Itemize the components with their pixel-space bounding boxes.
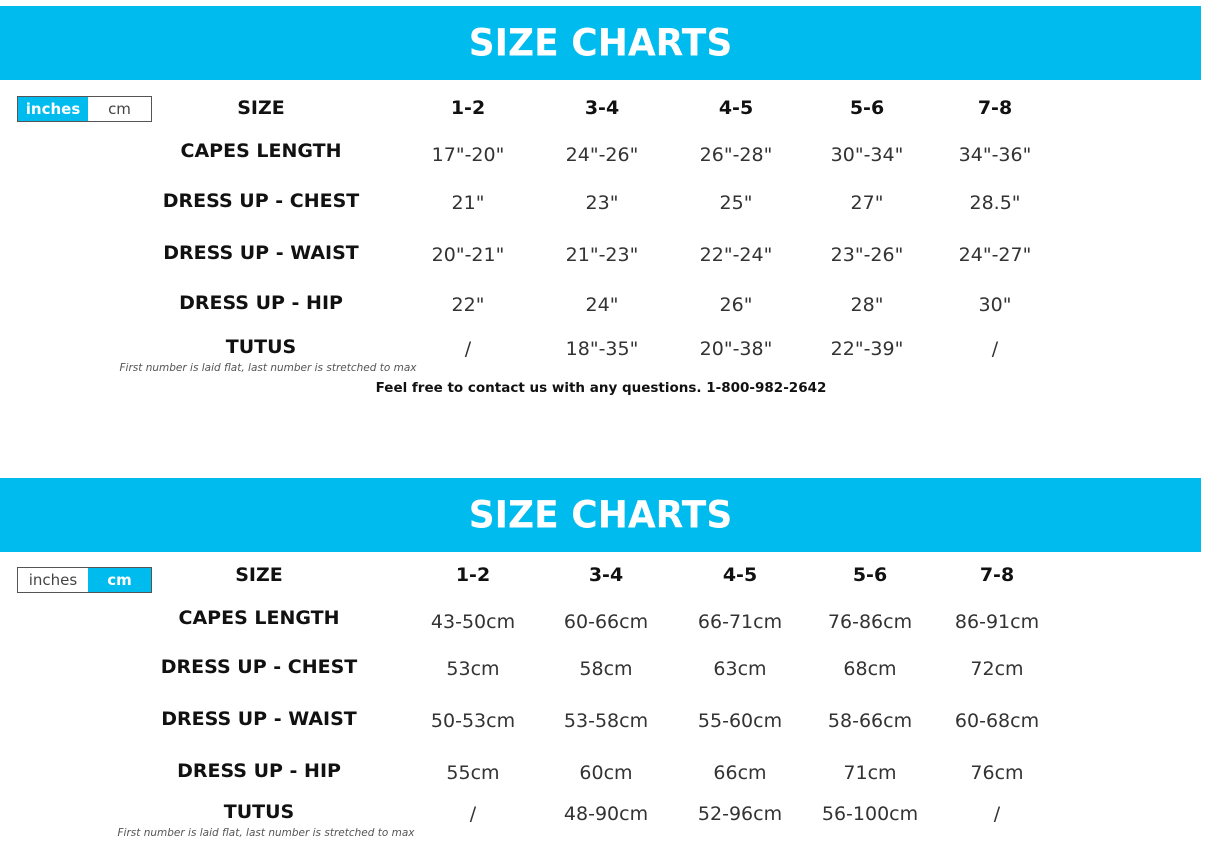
- table-cell: /: [469, 803, 477, 825]
- chart-title: SIZE CHARTS: [468, 21, 733, 65]
- toggle-cm-button[interactable]: cm: [108, 100, 131, 118]
- chart-title: SIZE CHARTS: [468, 493, 733, 537]
- table-cell: 50-53cm: [430, 710, 516, 732]
- table-cell: 18"-35": [565, 338, 639, 360]
- table-cell: 28.5": [969, 192, 1021, 214]
- table-cell: 60cm: [579, 762, 633, 784]
- size-column-header: 1-2: [450, 97, 486, 119]
- size-column-header: 7-8: [977, 97, 1013, 119]
- unit-toggle[interactable]: inches cm: [17, 567, 152, 593]
- table-cell: 30"-34": [830, 144, 904, 166]
- table-cell: 24": [585, 294, 619, 316]
- table-cell: 20"-38": [699, 338, 773, 360]
- size-column-header: 7-8: [979, 564, 1015, 586]
- row-label: CAPES LENGTH: [178, 607, 340, 629]
- table-cell: 66cm: [713, 762, 767, 784]
- size-column-header: 4-5: [722, 564, 758, 586]
- table-cell: 30": [978, 294, 1012, 316]
- row-label: TUTUS: [225, 336, 297, 358]
- measurement-note: First number is laid flat, last number i…: [117, 827, 415, 839]
- table-cell: 68cm: [843, 658, 897, 680]
- chart-banner: SIZE CHARTS: [0, 478, 1201, 552]
- table-cell: 86-91cm: [954, 611, 1040, 633]
- table-cell: 63cm: [713, 658, 767, 680]
- toggle-cm-button[interactable]: cm: [88, 568, 151, 592]
- size-column-header: 5-6: [852, 564, 888, 586]
- table-cell: 27": [850, 192, 884, 214]
- chart-banner: SIZE CHARTS: [0, 6, 1201, 80]
- size-column-header: 3-4: [588, 564, 624, 586]
- table-cell: 55cm: [446, 762, 500, 784]
- row-label: DRESS UP - CHEST: [162, 190, 360, 212]
- table-cell: 17"-20": [431, 144, 505, 166]
- row-label: DRESS UP - WAIST: [161, 708, 357, 730]
- unit-toggle[interactable]: inches cm: [17, 96, 152, 122]
- table-cell: 21": [451, 192, 485, 214]
- table-cell: 28": [850, 294, 884, 316]
- table-cell: 60-68cm: [954, 710, 1040, 732]
- table-cell: /: [991, 338, 999, 360]
- table-cell: /: [993, 803, 1001, 825]
- table-cell: 26": [719, 294, 753, 316]
- table-cell: 23": [585, 192, 619, 214]
- table-cell: 26"-28": [699, 144, 773, 166]
- table-cell: 53cm: [446, 658, 500, 680]
- table-cell: /: [464, 338, 472, 360]
- table-cell: 76-86cm: [827, 611, 913, 633]
- row-label: DRESS UP - HIP: [179, 292, 343, 314]
- size-column-header: 1-2: [455, 564, 491, 586]
- table-cell: 58-66cm: [827, 710, 913, 732]
- size-column-header: 3-4: [584, 97, 620, 119]
- toggle-inches-button[interactable]: inches: [18, 97, 88, 121]
- size-header: SIZE: [235, 564, 283, 586]
- table-cell: 20"-21": [431, 244, 505, 266]
- size-column-header: 4-5: [718, 97, 754, 119]
- table-cell: 71cm: [843, 762, 897, 784]
- table-cell: 52-96cm: [697, 803, 783, 825]
- table-cell: 22"-24": [699, 244, 773, 266]
- table-cell: 55-60cm: [697, 710, 783, 732]
- row-label: DRESS UP - CHEST: [160, 656, 358, 678]
- measurement-note: First number is laid flat, last number i…: [119, 362, 417, 374]
- row-label: DRESS UP - WAIST: [163, 242, 359, 264]
- contact-text: Feel free to contact us with any questio…: [375, 380, 827, 396]
- table-cell: 34"-36": [958, 144, 1032, 166]
- table-cell: 23"-26": [830, 244, 904, 266]
- toggle-inches-button[interactable]: inches: [28, 571, 78, 589]
- table-cell: 53-58cm: [563, 710, 649, 732]
- table-cell: 25": [719, 192, 753, 214]
- table-cell: 66-71cm: [697, 611, 783, 633]
- table-cell: 24"-26": [565, 144, 639, 166]
- size-header: SIZE: [237, 97, 285, 119]
- size-column-header: 5-6: [849, 97, 885, 119]
- table-cell: 22"-39": [830, 338, 904, 360]
- table-cell: 22": [451, 294, 485, 316]
- row-label: DRESS UP - HIP: [177, 760, 341, 782]
- table-cell: 72cm: [970, 658, 1024, 680]
- table-cell: 56-100cm: [821, 803, 919, 825]
- row-label: TUTUS: [223, 801, 295, 823]
- table-cell: 60-66cm: [563, 611, 649, 633]
- table-cell: 48-90cm: [563, 803, 649, 825]
- table-cell: 43-50cm: [430, 611, 516, 633]
- table-cell: 21"-23": [565, 244, 639, 266]
- row-label: CAPES LENGTH: [180, 140, 342, 162]
- table-cell: 76cm: [970, 762, 1024, 784]
- table-cell: 24"-27": [958, 244, 1032, 266]
- table-cell: 58cm: [579, 658, 633, 680]
